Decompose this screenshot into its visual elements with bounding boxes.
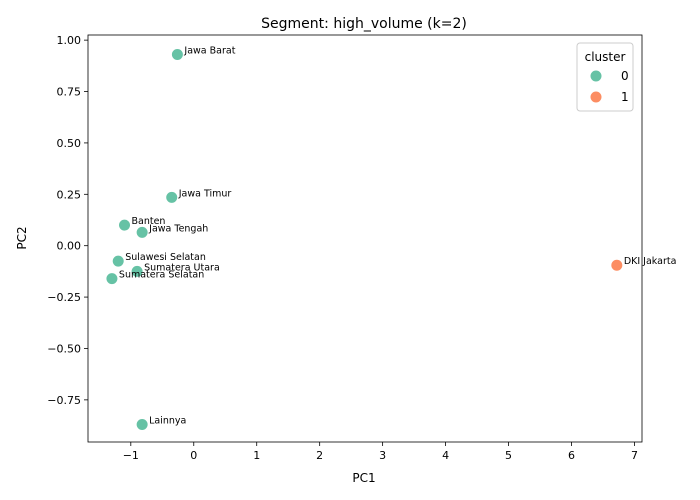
data-point (105, 272, 119, 286)
y-tick-label: 0.50 (57, 137, 82, 150)
y-axis-label: PC2 (15, 226, 29, 249)
y-tick-label: 0.75 (57, 86, 82, 99)
x-tick-label: 5 (505, 449, 512, 462)
point-label: Sumatera Utara (144, 262, 220, 273)
plot-frame (87, 34, 643, 443)
x-tick-label: 6 (568, 449, 575, 462)
point-label: Jawa Timur (178, 188, 232, 199)
point-label: Lainnya (149, 416, 186, 427)
x-tick-label: 4 (442, 449, 449, 462)
point-label: Jawa Tengah (148, 223, 208, 234)
legend: cluster 0 1 (576, 42, 634, 112)
y-tick-label: −0.50 (47, 342, 81, 355)
x-tick-label: 7 (631, 449, 638, 462)
y-tick-label: 0.00 (57, 240, 82, 253)
x-tick-label: −1 (123, 449, 139, 462)
chart-title: Segment: high_volume (k=2) (261, 16, 467, 32)
point-label: Sumatera Selatan (119, 270, 204, 281)
point-label: Sulawesi Selatan (125, 252, 206, 263)
legend-marker (589, 90, 603, 104)
y-axis: −0.75 −0.50 −0.25 0.00 0.25 0.50 0.75 1.00 (47, 34, 88, 407)
y-tick-label: 1.00 (57, 34, 82, 47)
data-point (165, 190, 179, 204)
point-label: Banten (132, 216, 166, 227)
data-point (135, 418, 149, 432)
data-point (130, 264, 144, 278)
x-tick-label: 3 (379, 449, 386, 462)
legend-title: cluster (585, 50, 626, 64)
y-tick-label: 0.25 (57, 188, 82, 201)
x-tick-label: 1 (253, 449, 260, 462)
legend-marker (589, 69, 603, 83)
data-point (135, 225, 149, 239)
legend-label: 0 (621, 69, 629, 83)
x-tick-label: 2 (316, 449, 323, 462)
data-point (170, 48, 184, 62)
y-tick-label: −0.75 (47, 394, 81, 407)
y-tick-label: −0.25 (47, 291, 81, 304)
x-axis: −1 0 1 2 3 4 5 6 7 (123, 442, 638, 462)
x-axis-label: PC1 (352, 471, 375, 485)
data-point (118, 218, 132, 232)
x-tick-label: 0 (190, 449, 197, 462)
legend-label: 1 (621, 90, 629, 104)
point-label: DKI Jakarta (624, 256, 677, 267)
data-point (610, 258, 624, 272)
point-label: Jawa Barat (183, 46, 235, 57)
data-point (111, 254, 125, 268)
